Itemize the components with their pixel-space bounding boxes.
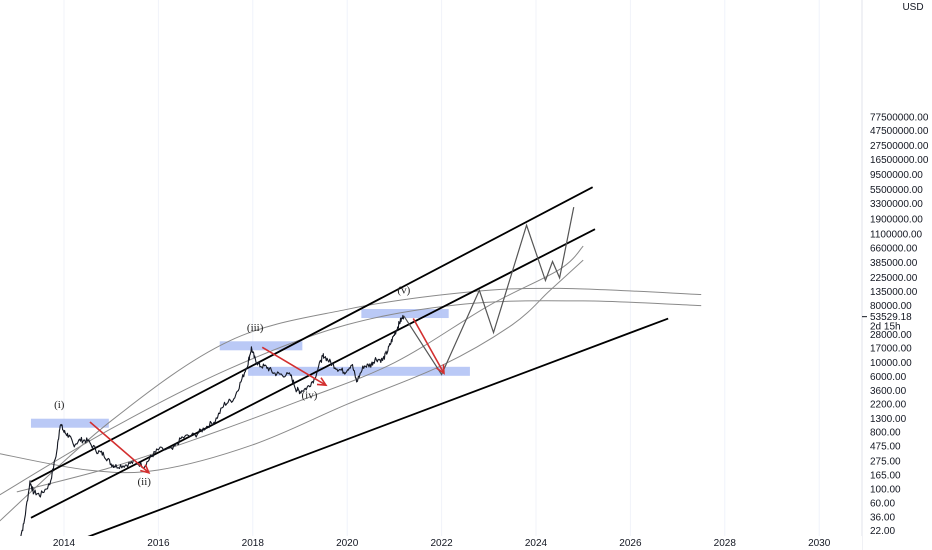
price-tick-label: 27500000.00 — [870, 141, 929, 152]
price-axis-ticks: 77500000.00 47500000.00 27500000.00 1650000… — [870, 113, 929, 537]
last-price-value: 53529.18 — [870, 312, 912, 323]
channel-line — [30, 186, 594, 483]
candle-countdown: 2d 15h — [870, 322, 901, 333]
arc-curve — [0, 259, 584, 474]
price-tick-label: 77500000.00 — [870, 113, 929, 124]
wave-label: (ii) — [138, 476, 152, 488]
wave-label: (iii) — [247, 322, 264, 334]
zone-rect — [219, 341, 303, 351]
price-tick-label: 135000.00 — [870, 287, 918, 298]
channel-line — [50, 317, 669, 550]
price-tick-label: 385000.00 — [870, 258, 918, 269]
arc-curve — [0, 287, 702, 522]
time-tick-label: 2030 — [808, 538, 831, 549]
projection-line — [403, 207, 575, 376]
channel-line — [30, 228, 596, 519]
wave-label: (v) — [397, 284, 410, 296]
price-tick-label: 6000.00 — [870, 372, 907, 383]
price-tick-label: 2200.00 — [870, 400, 907, 411]
price-tick-label: 225000.00 — [870, 273, 918, 284]
price-tick-label: 1900000.00 — [870, 214, 923, 225]
price-tick-label: 17000.00 — [870, 344, 912, 355]
time-tick-label: 2022 — [430, 538, 453, 549]
time-tick-label: 2026 — [619, 538, 642, 549]
price-tick-label: 100.00 — [870, 484, 901, 495]
time-tick-label: 2016 — [147, 538, 170, 549]
projection-path — [403, 207, 575, 376]
time-tick-label: 2024 — [525, 538, 548, 549]
correction-arrows — [89, 318, 445, 475]
arrow-head — [140, 464, 151, 475]
price-tick-label: 800.00 — [870, 427, 901, 438]
price-tick-label: 80000.00 — [870, 301, 912, 312]
price-tick-label: 165.00 — [870, 471, 901, 482]
trend-channel-lines — [30, 186, 669, 550]
arrow-head — [436, 364, 445, 375]
price-tick-label: 660000.00 — [870, 243, 918, 254]
price-axis-panel[interactable] — [862, 0, 932, 550]
currency-label: USD — [902, 2, 923, 13]
price-tick-label: 28000.00 — [870, 330, 912, 341]
arc-curve — [0, 300, 702, 496]
price-tick-label: 10000.00 — [870, 358, 912, 369]
price-tick-label: 3300000.00 — [870, 199, 923, 210]
wave-label: (iv) — [301, 390, 317, 402]
price-tick-label: 3600.00 — [870, 386, 907, 397]
price-tick-label: 47500000.00 — [870, 126, 929, 137]
price-tick-label: 36.00 — [870, 512, 895, 523]
price-tick-label: 1300.00 — [870, 414, 907, 425]
zone-rect — [30, 418, 109, 428]
time-axis-ticks: 2014 2016 2018 2020 2022 2024 2026 2028 2030 — [0, 536, 862, 550]
wave-labels: (i) (ii) (iii) (iv) (v) — [54, 284, 411, 488]
price-tick-label: 9500000.00 — [870, 170, 923, 181]
price-tick-label: 475.00 — [870, 442, 901, 453]
price-tick-label: 22.00 — [870, 526, 895, 537]
wave-label: (i) — [54, 399, 65, 411]
support-resistance-zones — [30, 309, 470, 428]
grid — [63, 0, 820, 540]
arrow-shaft — [261, 346, 327, 386]
time-tick-label: 2028 — [714, 538, 737, 549]
price-tick-label: 5500000.00 — [870, 185, 923, 196]
price-tick-label: 16500000.00 — [870, 155, 929, 166]
price-line — [18, 314, 405, 542]
arrow-head — [316, 377, 328, 387]
time-tick-label: 2014 — [53, 538, 76, 549]
time-tick-label: 2018 — [242, 538, 265, 549]
arc-curves — [0, 245, 702, 522]
arrow-shaft — [89, 421, 150, 474]
zone-rect — [361, 309, 449, 319]
price-tick-label: 275.00 — [870, 457, 901, 468]
last-price-marker: 53529.18 2d 15h — [862, 312, 912, 333]
zone-rect — [248, 366, 470, 376]
time-tick-label: 2020 — [336, 538, 359, 549]
time-axis-panel — [0, 536, 862, 550]
price-tick-label: 60.00 — [870, 498, 895, 509]
price-series — [18, 314, 405, 542]
price-tick-label: 1100000.00 — [870, 229, 923, 240]
arrow-shaft — [412, 318, 445, 374]
